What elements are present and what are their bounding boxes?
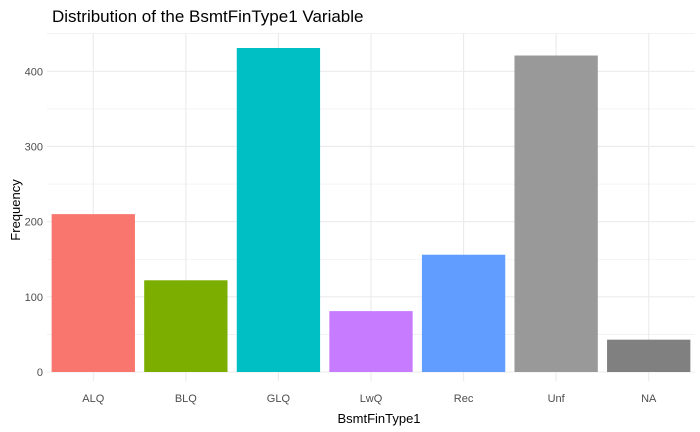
bar-blq	[144, 280, 228, 372]
x-tick-label: Rec	[454, 393, 474, 405]
y-tick-label: 300	[25, 141, 43, 153]
x-tick-label: BLQ	[175, 393, 197, 405]
x-tick-label: Unf	[548, 393, 566, 405]
bar-alq	[51, 214, 135, 372]
bars	[51, 48, 691, 373]
x-tick-label: ALQ	[82, 393, 104, 405]
y-tick-label: 400	[25, 66, 43, 78]
y-tick-labels: 0 100 200 300 400	[25, 66, 43, 379]
bar-glq	[236, 48, 321, 372]
x-tick-label: GLQ	[267, 393, 291, 405]
bar-unf	[514, 55, 598, 373]
bar-lwq	[329, 311, 413, 372]
x-axis-title: BsmtFinType1	[337, 411, 420, 426]
x-tick-label: LwQ	[360, 393, 383, 405]
chart-title: Distribution of the BsmtFinType1 Variabl…	[52, 7, 364, 26]
y-tick-label: 200	[25, 217, 43, 229]
bar-rec	[421, 254, 506, 372]
bar-na	[607, 339, 691, 372]
x-tick-labels: ALQ BLQ GLQ LwQ Rec Unf NA	[82, 393, 657, 405]
x-tick-label: NA	[641, 393, 657, 405]
y-tick-label: 100	[25, 292, 43, 304]
y-axis-title: Frequency	[8, 179, 23, 241]
y-tick-label: 0	[37, 367, 43, 379]
